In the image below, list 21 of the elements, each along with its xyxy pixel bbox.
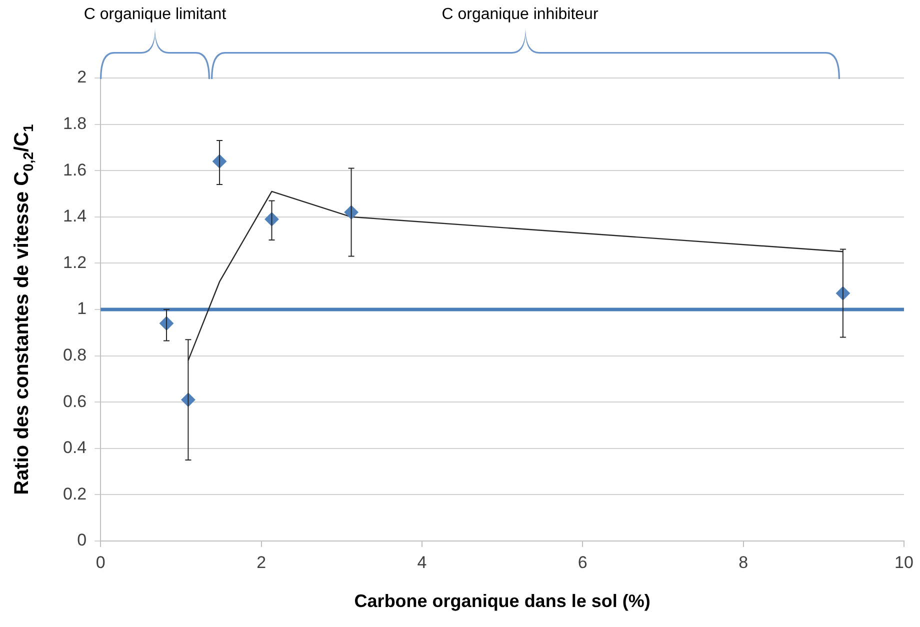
x-tick-label: 6 [578,552,588,572]
text: C organique inhibiteur [442,6,598,24]
y-tick-label: 2 [77,68,87,87]
y-tick-label: 0.8 [62,345,87,364]
text: C organique limitant [84,6,226,24]
x-tick-label: 4 [417,552,427,572]
y-tick-label: 0.2 [62,484,87,504]
y-tick-label: 1.2 [62,252,87,272]
y-tick-label: 0.4 [62,438,87,458]
y-tick-label: 0 [77,530,87,550]
y-tick-label: 1.4 [62,206,87,226]
x-tick-label: 0 [96,552,106,572]
x-tick-label: 2 [256,552,266,572]
x-tick-label: 8 [738,552,748,572]
x-axis-title: Carbone organique dans le sol (%) [354,591,650,612]
y-axis-title: Ratio des constantes de vitesse C0,2/C1 [11,124,36,495]
y-tick-label: 1.8 [62,114,87,133]
y-tick-label: 1 [77,299,87,318]
x-tick-label: 10 [894,552,914,572]
y-tick-label: 0.6 [62,392,87,411]
y-tick-label: 1.6 [62,160,87,180]
